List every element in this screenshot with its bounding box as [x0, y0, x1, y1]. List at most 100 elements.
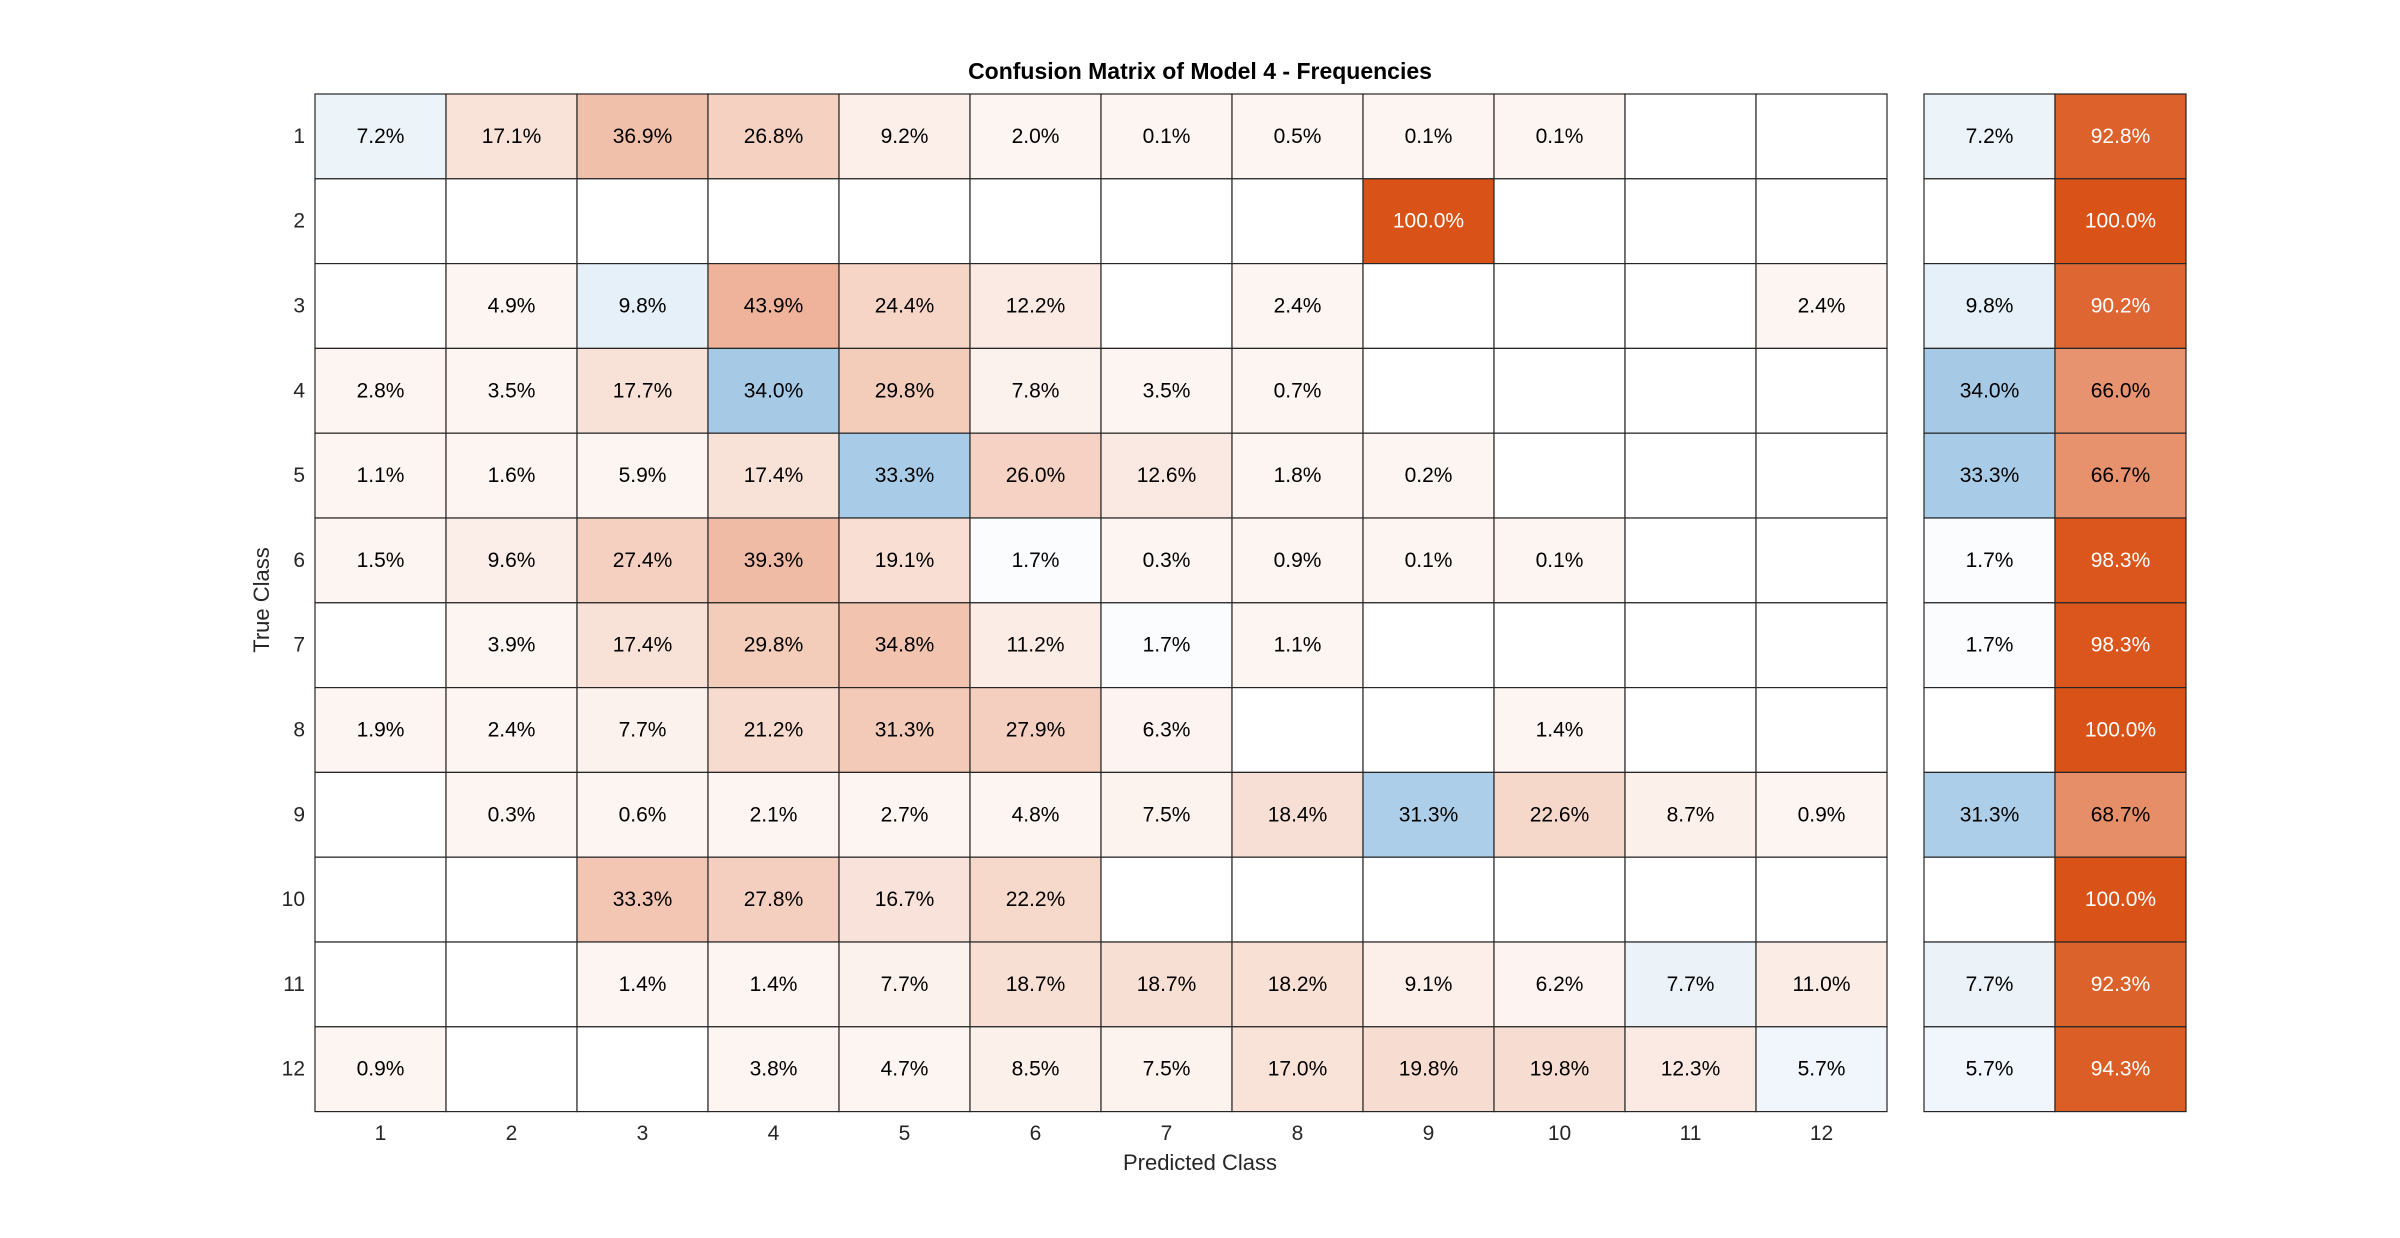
cell-value-label: 27.9% — [1006, 719, 1066, 742]
matrix-cell — [576, 602, 709, 689]
matrix-cell — [1493, 517, 1626, 604]
cell-value-label: 29.8% — [744, 634, 804, 657]
cell-value-label: 9.1% — [1405, 973, 1453, 996]
matrix-cell — [1493, 178, 1626, 265]
cell-value-label: 6.2% — [1536, 973, 1584, 996]
cell-value-label: 1.1% — [1274, 634, 1322, 657]
cell-value-label: 43.9% — [744, 295, 804, 318]
col-tick-label: 6 — [1030, 1122, 1042, 1145]
matrix-cell — [707, 771, 840, 858]
cell-value-label: 39.3% — [744, 549, 804, 572]
matrix-cell — [1362, 602, 1495, 689]
cell-value-label: 7.7% — [1667, 973, 1715, 996]
summary-incorrect-cell — [2054, 263, 2187, 350]
matrix-cell — [576, 347, 709, 434]
cell-value-label: 0.1% — [1536, 125, 1584, 148]
matrix-cell — [1755, 941, 1888, 1028]
matrix-cell — [1362, 771, 1495, 858]
cell-value-label: 17.4% — [744, 464, 804, 487]
matrix-cell — [1362, 517, 1495, 604]
matrix-cell — [1624, 178, 1757, 265]
matrix-cell — [1100, 178, 1233, 265]
matrix-cell — [445, 347, 578, 434]
matrix-cell — [969, 1026, 1102, 1113]
matrix-cell — [1755, 602, 1888, 689]
matrix-cell — [1100, 517, 1233, 604]
y-axis-label: True Class — [249, 547, 274, 653]
matrix-cell — [1362, 856, 1495, 943]
matrix-cell — [445, 941, 578, 1028]
matrix-cell — [707, 686, 840, 773]
summary-correct-label: 31.3% — [1960, 803, 2020, 826]
matrix-cell — [576, 686, 709, 773]
row-tick-label: 3 — [293, 295, 305, 318]
matrix-cell — [838, 432, 971, 519]
cell-value-label: 22.2% — [1006, 888, 1066, 911]
matrix-cell — [1231, 93, 1364, 180]
summary-correct-cell — [1923, 432, 2056, 519]
cell-value-label: 36.9% — [613, 125, 673, 148]
matrix-cell — [1755, 432, 1888, 519]
cell-value-label: 1.9% — [357, 719, 405, 742]
matrix-cell — [969, 941, 1102, 1028]
cell-value-label: 17.0% — [1268, 1058, 1328, 1081]
summary-incorrect-label: 98.3% — [2091, 549, 2151, 572]
matrix-cell — [1755, 686, 1888, 773]
matrix-cell — [1624, 1026, 1757, 1113]
matrix-cell — [1755, 347, 1888, 434]
cell-value-label: 4.9% — [488, 295, 536, 318]
cell-value-label: 3.5% — [488, 379, 536, 402]
row-tick-label: 4 — [293, 379, 305, 402]
cell-value-label: 21.2% — [744, 719, 804, 742]
cell-value-label: 3.9% — [488, 634, 536, 657]
matrix-cell — [1493, 856, 1626, 943]
matrix-cell — [1231, 178, 1364, 265]
summary-incorrect-cell — [2054, 432, 2187, 519]
cell-value-label: 0.5% — [1274, 125, 1322, 148]
matrix-cell — [707, 1026, 840, 1113]
matrix-cell — [576, 93, 709, 180]
col-tick-label: 12 — [1810, 1122, 1833, 1145]
matrix-cell — [445, 178, 578, 265]
summary-incorrect-cell — [2054, 347, 2187, 434]
matrix-cell — [314, 347, 447, 434]
matrix-cell — [707, 347, 840, 434]
summary-correct-label: 5.7% — [1966, 1058, 2014, 1081]
cell-value-label: 2.0% — [1012, 125, 1060, 148]
summary-correct-cell — [1923, 1026, 2056, 1113]
summary-incorrect-cell — [2054, 941, 2187, 1028]
summary-incorrect-label: 100.0% — [2085, 888, 2156, 911]
cell-value-label: 7.7% — [881, 973, 929, 996]
summary-correct-label: 1.7% — [1966, 634, 2014, 657]
matrix-cell — [1362, 432, 1495, 519]
col-tick-label: 5 — [899, 1122, 911, 1145]
cell-value-label: 2.4% — [488, 719, 536, 742]
cell-value-label: 34.8% — [875, 634, 935, 657]
row-tick-label: 11 — [283, 973, 305, 996]
cell-value-label: 7.5% — [1143, 1058, 1191, 1081]
cell-value-label: 17.7% — [613, 379, 673, 402]
summary-incorrect-label: 66.0% — [2091, 379, 2151, 402]
matrix-cell — [1624, 93, 1757, 180]
cell-value-label: 19.1% — [875, 549, 935, 572]
summary-incorrect-label: 66.7% — [2091, 464, 2151, 487]
col-tick-label: 9 — [1423, 1122, 1435, 1145]
cell-value-label: 18.7% — [1006, 973, 1066, 996]
matrix-cell — [445, 93, 578, 180]
matrix-cell — [707, 517, 840, 604]
matrix-cell — [1362, 93, 1495, 180]
matrix-cell — [838, 263, 971, 350]
cell-value-label: 5.9% — [619, 464, 667, 487]
matrix-cell — [1100, 93, 1233, 180]
matrix-cell — [314, 1026, 447, 1113]
row-tick-label: 9 — [293, 803, 305, 826]
matrix-cell — [1624, 686, 1757, 773]
cell-value-label: 1.6% — [488, 464, 536, 487]
cell-value-label: 7.8% — [1012, 379, 1060, 402]
cell-value-label: 18.2% — [1268, 973, 1328, 996]
cell-value-label: 17.4% — [613, 634, 673, 657]
matrix-cell — [838, 856, 971, 943]
cell-value-label: 8.7% — [1667, 803, 1715, 826]
col-tick-label: 7 — [1161, 1122, 1173, 1145]
